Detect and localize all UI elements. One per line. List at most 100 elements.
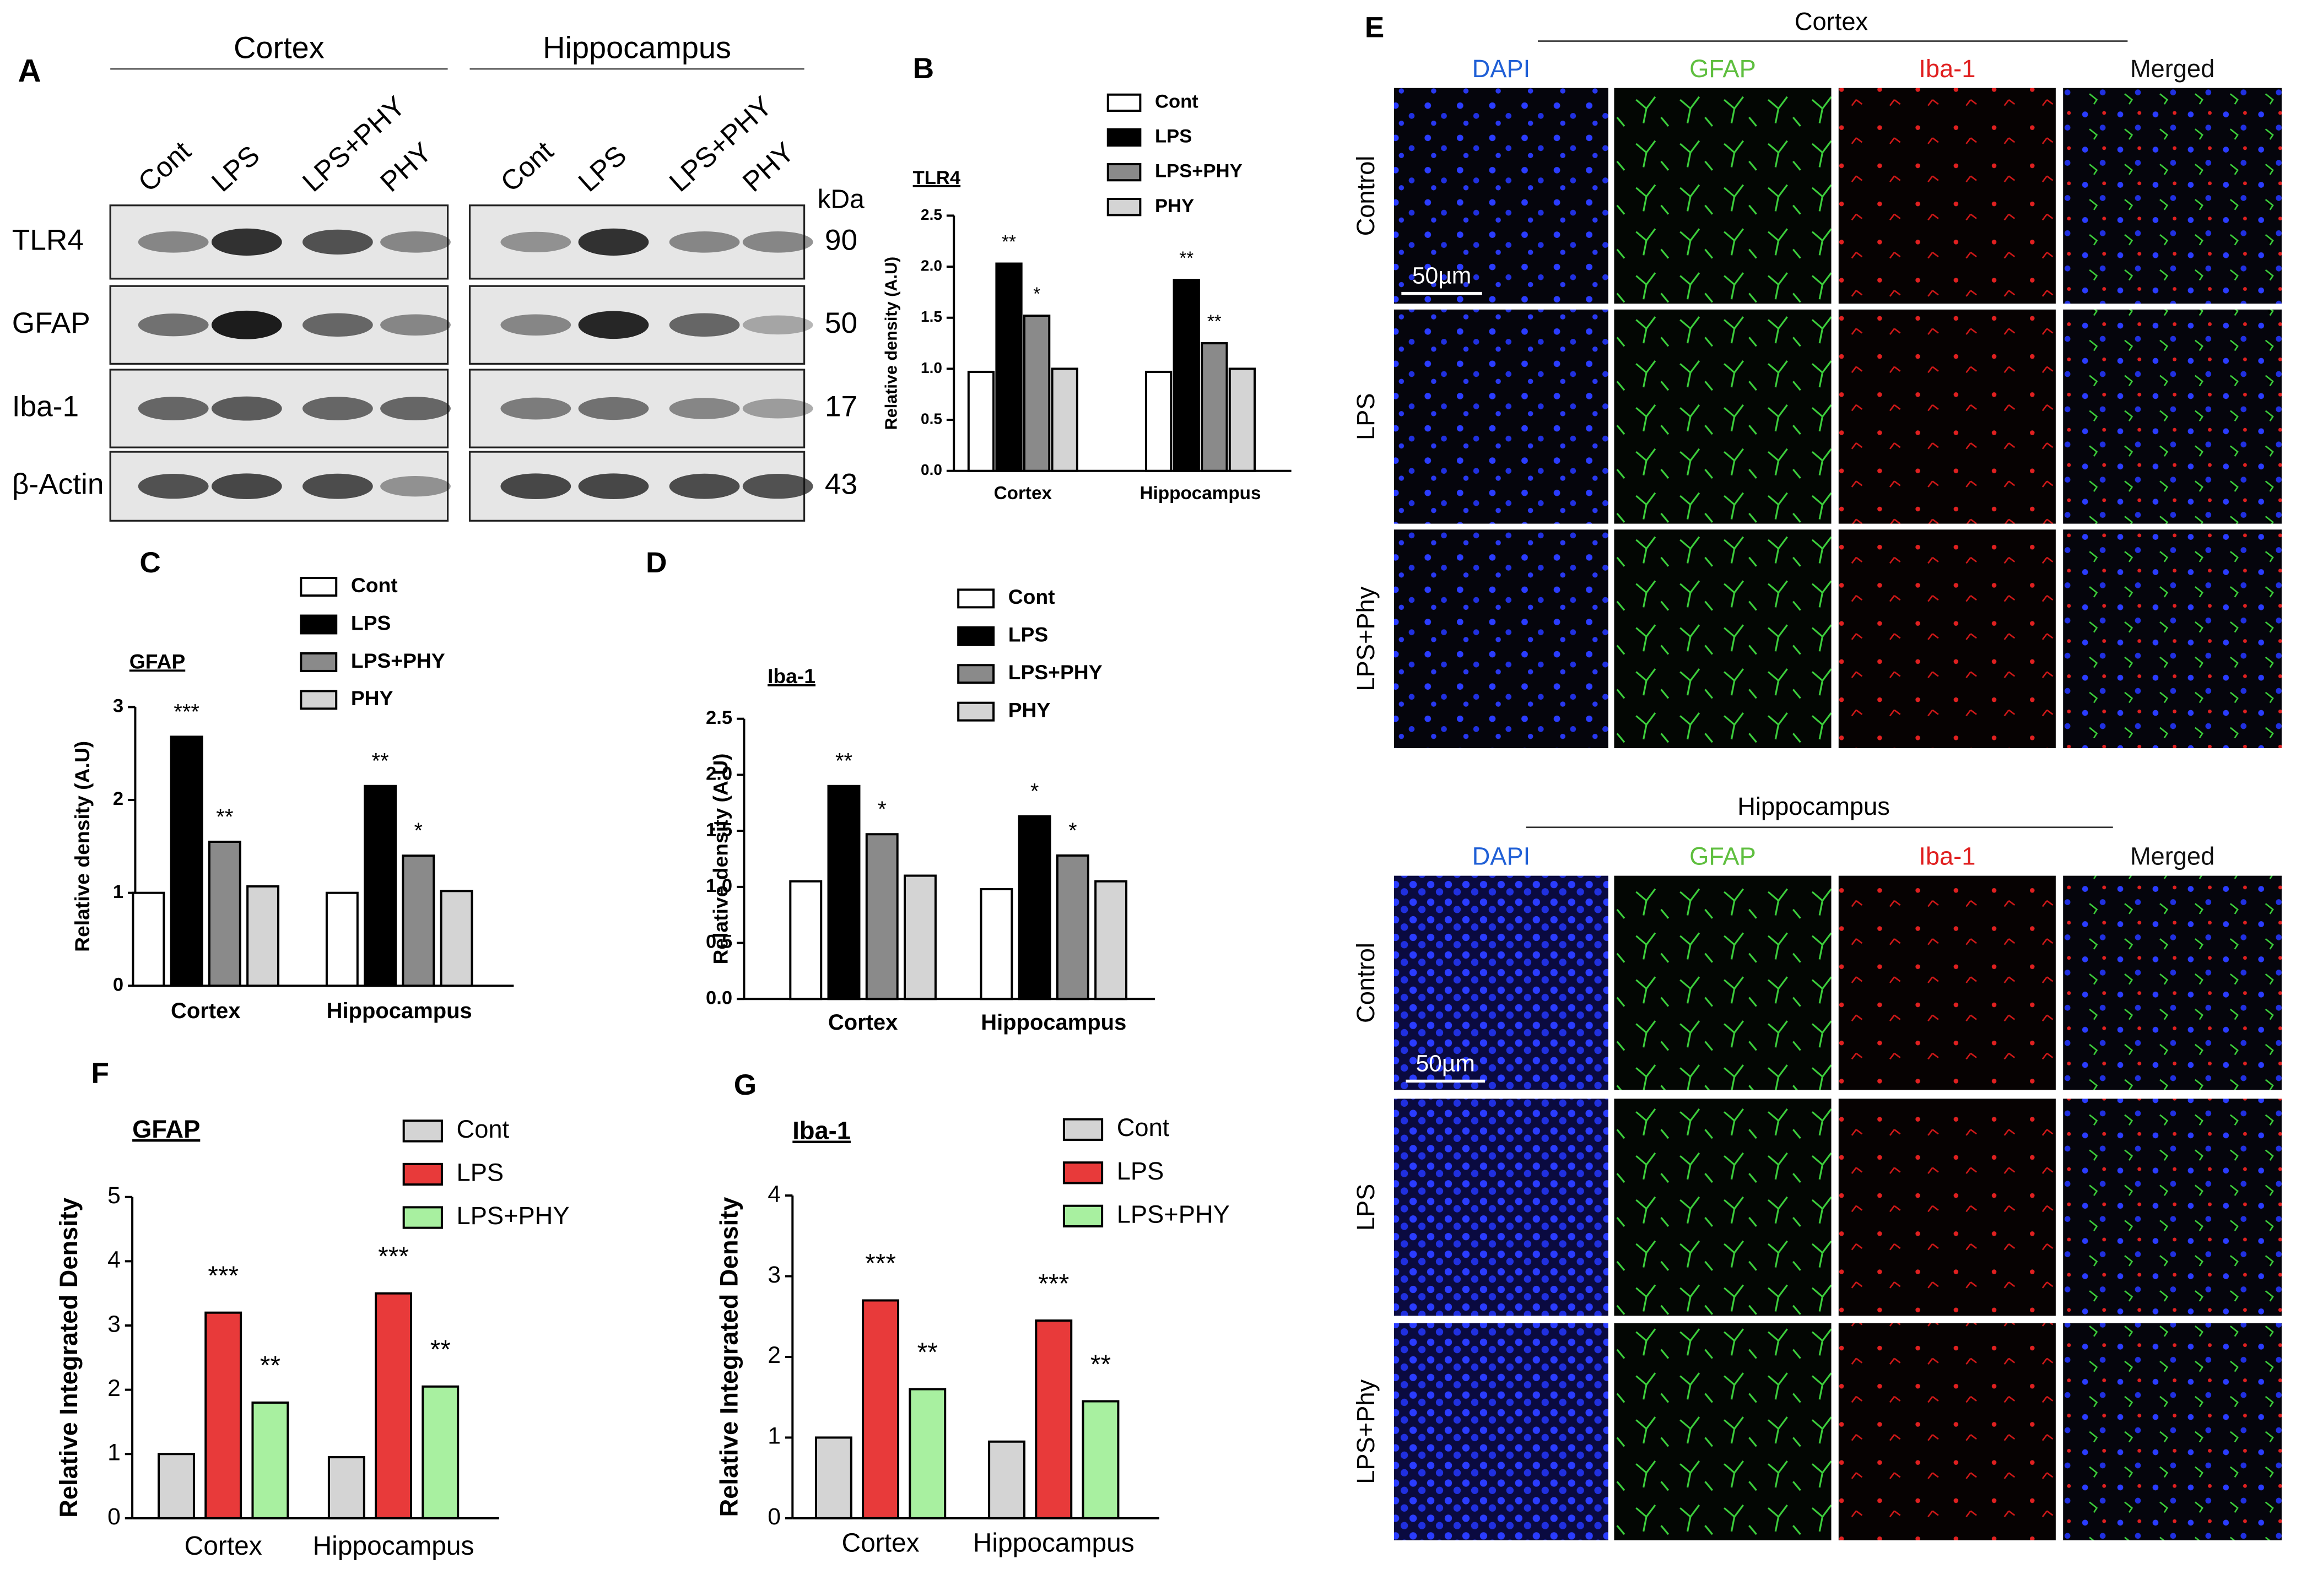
micrograph — [2063, 1323, 2282, 1540]
protein-label: GFAP — [12, 307, 90, 339]
bar — [246, 885, 280, 987]
protein-label: TLR4 — [12, 224, 84, 256]
row-label: LPS+Phy — [1352, 1379, 1380, 1484]
bar — [1228, 367, 1256, 472]
legend-label: Cont — [457, 1115, 510, 1143]
bar — [375, 1292, 413, 1519]
lane-label: LPS — [206, 139, 266, 198]
legend-swatch — [1106, 128, 1142, 147]
lane-label: LPS — [572, 139, 632, 198]
blot-band — [669, 313, 740, 337]
significance: ** — [1090, 1350, 1111, 1379]
panel-letter: C — [139, 547, 160, 579]
scale-bar-label: 50µm — [1416, 1050, 1474, 1076]
significance: * — [1030, 780, 1039, 804]
legend-label: LPS — [1008, 623, 1048, 646]
legend-label: LPS+PHY — [457, 1202, 570, 1230]
blot-band — [380, 231, 451, 253]
legend-label: Cont — [351, 574, 398, 597]
legend-swatch — [1062, 1118, 1104, 1141]
bar — [1035, 1319, 1073, 1519]
bar — [1023, 315, 1051, 472]
y-tick-label: 0.0 — [706, 987, 732, 1008]
micrograph — [2063, 88, 2282, 304]
channel-label: Iba-1 — [1919, 842, 1975, 870]
significance: ** — [835, 749, 852, 773]
legend-swatch — [1062, 1204, 1104, 1228]
bar — [1094, 880, 1128, 1000]
bar — [170, 735, 203, 987]
blot-band — [211, 310, 282, 339]
significance: * — [414, 819, 423, 843]
blot-band — [500, 397, 571, 420]
bar — [204, 1311, 242, 1519]
legend-swatch — [300, 614, 338, 635]
blot-band — [742, 315, 813, 335]
y-tick-label: 2 — [768, 1342, 781, 1368]
micrograph — [1838, 1323, 2056, 1540]
blot-band — [302, 313, 373, 337]
x-tick-label: Cortex — [171, 999, 241, 1023]
protein-size: 90 — [825, 224, 857, 256]
panel-letter: D — [646, 547, 667, 579]
channel-label: GFAP — [1689, 842, 1756, 870]
bar — [1201, 342, 1228, 472]
y-axis-label: Relative density (A.U) — [882, 257, 900, 430]
y-tick-label: 1.0 — [706, 875, 732, 896]
micrograph — [1394, 309, 1608, 524]
micrograph — [1394, 1323, 1608, 1540]
legend-label: Cont — [1008, 585, 1055, 608]
bar — [1173, 279, 1200, 472]
bar — [1018, 815, 1051, 1000]
y-tick-label: 1.0 — [921, 359, 942, 376]
blot-band — [380, 476, 451, 497]
blot-band — [302, 473, 373, 499]
protein-size: 17 — [825, 391, 857, 423]
blot-band — [211, 396, 282, 421]
micrograph — [1838, 529, 2056, 748]
micrograph — [1614, 309, 1832, 524]
blot-band — [742, 231, 813, 253]
micrograph — [1394, 529, 1608, 748]
row-label: LPS — [1352, 1184, 1380, 1231]
legend-swatch — [402, 1119, 443, 1143]
bar — [1051, 367, 1078, 472]
region-title: Cortex — [234, 30, 325, 64]
row-label: Control — [1352, 156, 1380, 236]
bar — [980, 888, 1013, 1000]
row-label: LPS+Phy — [1352, 586, 1380, 691]
legend-swatch — [957, 664, 995, 684]
channel-label: Merged — [2130, 55, 2214, 83]
y-axis-label: Relative Integrated Density — [55, 1198, 83, 1518]
y-tick-label: 0 — [113, 974, 123, 995]
legend-swatch — [300, 577, 338, 597]
significance: ** — [1179, 248, 1193, 269]
legend-label: PHY — [351, 686, 393, 710]
chart-title: TLR4 — [913, 167, 961, 188]
bar — [251, 1401, 289, 1519]
significance: * — [1033, 284, 1040, 305]
blot-band — [211, 228, 282, 256]
bar — [325, 891, 359, 987]
bar — [132, 891, 165, 987]
legend-swatch — [1062, 1161, 1104, 1184]
legend-label: LPS+PHY — [1155, 161, 1243, 182]
legend-swatch — [957, 701, 995, 722]
bar — [1145, 370, 1173, 472]
y-tick-label: 3 — [113, 696, 123, 717]
blot-band — [578, 473, 649, 499]
micrograph — [2063, 1099, 2282, 1316]
bar — [995, 262, 1023, 472]
bar — [827, 785, 861, 1000]
y-tick-label: 4 — [768, 1181, 781, 1207]
chart-title: Iba-1 — [768, 664, 815, 688]
y-tick-label: 0 — [107, 1503, 121, 1530]
y-tick-label: 2.5 — [706, 707, 732, 728]
bar — [440, 890, 473, 987]
micrograph — [1838, 875, 2056, 1090]
y-tick-label: 3 — [107, 1311, 121, 1337]
y-tick-label: 1 — [113, 881, 123, 902]
bar — [327, 1456, 365, 1519]
micrograph — [1614, 88, 1832, 304]
